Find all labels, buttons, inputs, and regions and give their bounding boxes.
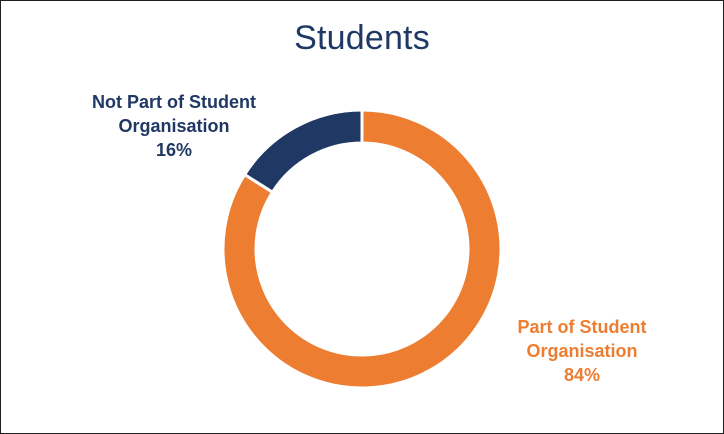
slice-label-part: Part of Student Organisation 84% [487, 315, 677, 387]
slice-label-part-percent: 84% [563, 365, 601, 385]
slice-label-part-line1: Part of Student [517, 317, 647, 337]
slice-label-part-line2: Organisation [526, 341, 638, 361]
slice-label-not-part-line1: Not Part of Student [92, 92, 256, 112]
slice-label-not-part: Not Part of Student Organisation 16% [69, 90, 279, 162]
slice-label-not-part-line2: Organisation [118, 116, 230, 136]
donut-slice-1 [242, 108, 364, 195]
donut-slice-0 [221, 108, 503, 390]
slice-label-not-part-percent: 16% [155, 140, 193, 160]
chart-title: Students [294, 19, 430, 57]
